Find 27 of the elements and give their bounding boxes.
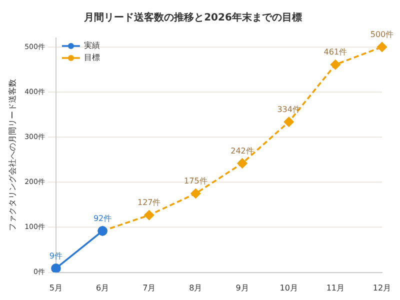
- point: [330, 60, 340, 70]
- point: [284, 116, 294, 127]
- x-tick-label: 12月: [372, 283, 392, 292]
- x-tick-label: 7月: [142, 283, 156, 292]
- x-tick-label: 10月: [280, 283, 298, 292]
- legend-label: 目標: [84, 53, 100, 62]
- x-tick-label: 8月: [189, 283, 202, 292]
- data-label: 242件: [230, 146, 254, 156]
- data-label: 9件: [49, 251, 63, 260]
- x-tick-label: 6月: [96, 283, 110, 292]
- data-label: 92件: [93, 214, 112, 224]
- x-tick-label: 11月: [326, 283, 345, 292]
- point: [237, 158, 248, 168]
- data-label: 461件: [324, 48, 348, 57]
- point: [190, 188, 201, 198]
- data-label: 175件: [184, 176, 208, 186]
- y-axis-title: ファクタリング会社への月間リード送客数: [8, 79, 17, 232]
- data-label: 500件: [370, 30, 394, 40]
- point: [51, 263, 61, 272]
- x-tick-label: 5月: [49, 283, 63, 292]
- x-tick-label: 9月: [236, 283, 249, 292]
- data-label: 127件: [137, 198, 161, 208]
- point: [377, 42, 387, 52]
- data-label: 334件: [277, 104, 300, 114]
- legend-label: 実績: [84, 41, 100, 50]
- point: [144, 210, 154, 220]
- chart-title: 月間リード送客数の推移と2026年末までの目標: [83, 12, 302, 24]
